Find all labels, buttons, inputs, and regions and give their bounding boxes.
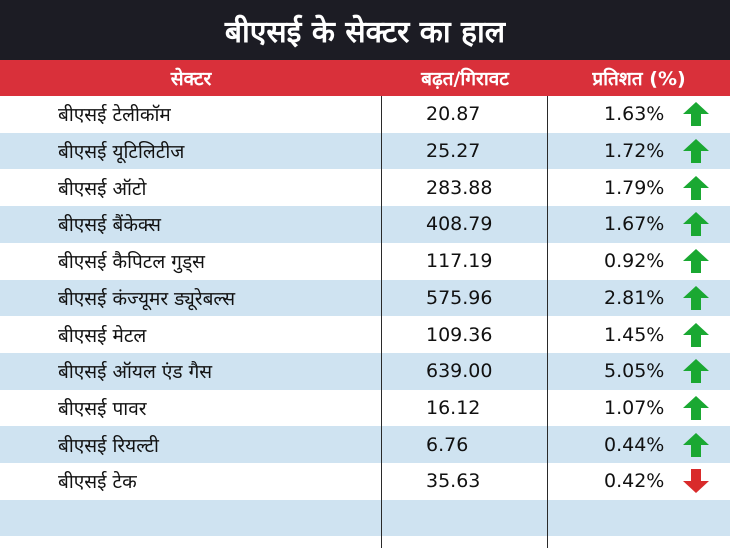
sector-name: बीएसई ऑयल एंड गैस xyxy=(58,361,213,384)
table-row: बीएसई कैपिटल गुड्स 117.19 0.92% xyxy=(0,243,730,280)
change-cell: 20.87 xyxy=(382,96,548,133)
arrow-up-icon xyxy=(683,102,709,127)
change-value: 109.36 xyxy=(426,323,493,346)
percent-value: 0.44% xyxy=(604,433,665,456)
table-row: बीएसई कंज्यूमर ड्यूरेबल्स 575.96 2.81% xyxy=(0,279,730,317)
percent-cell: 1.67% xyxy=(548,206,730,243)
table-row: बीएसई यूटिलिटीज 25.27 1.72% xyxy=(0,132,730,170)
percent-value: 2.81% xyxy=(604,286,665,309)
change-cell: 109.36 xyxy=(382,316,548,353)
change-value: 25.27 xyxy=(426,140,481,163)
column-divider xyxy=(381,96,382,548)
table-row: बीएसई रियल्टी 6.76 0.44% xyxy=(0,426,730,463)
percent-cell: 0.92% xyxy=(548,243,730,280)
header-percent: प्रतिशत (%) xyxy=(592,68,686,90)
sector-cell: बीएसई ऑटो xyxy=(0,169,382,206)
sector-name: बीएसई यूटिलिटीज xyxy=(58,141,185,164)
change-cell: 25.27 xyxy=(382,133,548,170)
percent-value: 1.72% xyxy=(604,140,665,163)
sector-cell: बीएसई कंज्यूमर ड्यूरेबल्स xyxy=(0,280,382,317)
change-value: 20.87 xyxy=(426,103,481,126)
sector-name: बीएसई पावर xyxy=(58,397,147,420)
sector-name: बीएसई टेक xyxy=(58,471,137,494)
sector-cell: बीएसई मेटल xyxy=(0,316,382,353)
sector-name: बीएसई रियल्टी xyxy=(58,434,159,457)
table-row: बीएसई पावर 16.12 1.07% xyxy=(0,390,730,427)
change-value: 283.88 xyxy=(426,176,493,199)
change-value: 408.79 xyxy=(426,213,493,236)
percent-cell: 1.72% xyxy=(548,133,730,170)
arrow-up-icon xyxy=(683,285,709,310)
change-value: 16.12 xyxy=(426,396,481,419)
arrow-up-icon xyxy=(683,175,709,200)
sector-cell: बीएसई ऑयल एंड गैस xyxy=(0,353,382,390)
percent-cell: 0.44% xyxy=(548,426,730,463)
header-sector: सेक्टर xyxy=(170,68,212,90)
percent-value: 1.63% xyxy=(604,103,665,126)
percent-cell: 1.45% xyxy=(548,316,730,353)
change-value: 575.96 xyxy=(426,286,493,309)
percent-cell: 1.79% xyxy=(548,169,730,206)
change-cell: 639.00 xyxy=(382,353,548,390)
percent-value: 5.05% xyxy=(604,360,665,383)
change-value: 117.19 xyxy=(426,250,493,273)
change-cell: 283.88 xyxy=(382,169,548,206)
change-value: 6.76 xyxy=(426,433,469,456)
percent-value: 0.92% xyxy=(604,250,665,273)
percent-value: 1.67% xyxy=(604,213,665,236)
change-cell: 16.12 xyxy=(382,390,548,427)
percent-value: 0.42% xyxy=(604,470,665,493)
percent-cell: 1.07% xyxy=(548,390,730,427)
table-title: बीएसई के सेक्टर का हाल xyxy=(0,0,730,60)
table-row-empty xyxy=(0,499,730,537)
change-cell: 117.19 xyxy=(382,243,548,280)
sector-name: बीएसई मेटल xyxy=(58,324,147,347)
table-row: बीएसई बैंकेक्स 408.79 1.67% xyxy=(0,206,730,243)
percent-cell: 0.42% xyxy=(548,463,730,500)
arrow-down-icon xyxy=(683,469,709,494)
sector-cell: बीएसई पावर xyxy=(0,390,382,427)
table-header-row: सेक्टर बढ़त/गिरावट प्रतिशत (%) xyxy=(0,60,730,96)
change-cell: 6.76 xyxy=(382,426,548,463)
sector-name: बीएसई कंज्यूमर ड्यूरेबल्स xyxy=(58,287,236,310)
sector-cell: बीएसई यूटिलिटीज xyxy=(0,133,382,170)
change-value: 639.00 xyxy=(426,360,493,383)
percent-cell: 1.63% xyxy=(548,96,730,133)
sector-cell: बीएसई कैपिटल गुड्स xyxy=(0,243,382,280)
table-row: बीएसई ऑटो 283.88 1.79% xyxy=(0,169,730,206)
sector-name: बीएसई बैंकेक्स xyxy=(58,214,162,237)
arrow-up-icon xyxy=(683,139,709,164)
sector-cell: बीएसई रियल्टी xyxy=(0,426,382,463)
table-row: बीएसई टेक 35.63 0.42% xyxy=(0,463,730,500)
sector-name: बीएसई कैपिटल गुड्स xyxy=(58,251,205,274)
sector-name: बीएसई टेलीकॉम xyxy=(58,104,171,127)
table-row: बीएसई ऑयल एंड गैस 639.00 5.05% xyxy=(0,352,730,390)
sector-name: बीएसई ऑटो xyxy=(58,177,147,200)
table-row: बीएसई मेटल 109.36 1.45% xyxy=(0,316,730,353)
sector-cell: बीएसई बैंकेक्स xyxy=(0,206,382,243)
arrow-up-icon xyxy=(683,212,709,237)
change-value: 35.63 xyxy=(426,470,481,493)
column-divider xyxy=(547,96,548,548)
percent-value: 1.07% xyxy=(604,396,665,419)
table-row: बीएसई टेलीकॉम 20.87 1.63% xyxy=(0,96,730,133)
arrow-up-icon xyxy=(683,432,709,457)
arrow-up-icon xyxy=(683,359,709,384)
arrow-up-icon xyxy=(683,322,709,347)
percent-cell: 2.81% xyxy=(548,280,730,317)
sector-cell: बीएसई टेक xyxy=(0,463,382,500)
percent-value: 1.45% xyxy=(604,323,665,346)
change-cell: 408.79 xyxy=(382,206,548,243)
percent-cell: 5.05% xyxy=(548,353,730,390)
arrow-up-icon xyxy=(683,395,709,420)
header-change: बढ़त/गिरावट xyxy=(421,68,509,90)
sector-cell: बीएसई टेलीकॉम xyxy=(0,96,382,133)
percent-value: 1.79% xyxy=(604,176,665,199)
arrow-up-icon xyxy=(683,249,709,274)
change-cell: 35.63 xyxy=(382,463,548,500)
change-cell: 575.96 xyxy=(382,280,548,317)
